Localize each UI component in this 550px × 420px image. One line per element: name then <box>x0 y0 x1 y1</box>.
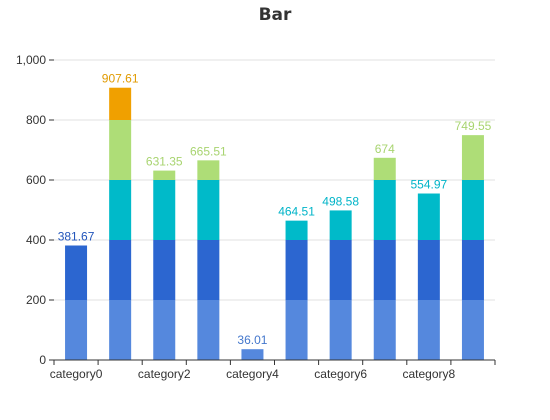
x-tick-label: category4 <box>226 367 279 381</box>
bar-value-label: 554.97 <box>410 178 447 192</box>
bar-segment <box>285 240 308 300</box>
bar-segment <box>197 300 220 360</box>
bar-segment <box>461 240 484 300</box>
chart-title: Bar <box>259 5 292 25</box>
bar-segment <box>65 300 88 360</box>
bar-segment <box>197 180 220 240</box>
bar-segment <box>461 180 484 240</box>
bar-segment <box>241 349 264 360</box>
bar-value-label: 381.67 <box>58 229 95 243</box>
bar-value-label: 498.58 <box>322 194 359 208</box>
x-tick-label: category2 <box>138 367 191 381</box>
y-tick-label: 200 <box>26 293 46 307</box>
bar-segment <box>373 157 396 180</box>
x-tick-label: category6 <box>314 367 367 381</box>
bar-segment <box>417 240 440 300</box>
bar-value-label: 749.55 <box>455 119 492 133</box>
y-tick-label: 400 <box>26 233 46 247</box>
bar-segment <box>373 300 396 360</box>
bar-segment <box>153 240 176 300</box>
bar-value-label: 674 <box>375 142 395 156</box>
data-labels: 381.67 907.61 631.35 665.51 36.01 464.51 498.5… <box>58 72 492 347</box>
bar-segment <box>329 300 352 360</box>
bar-segment <box>461 300 484 360</box>
y-tick-label: 1,000 <box>16 53 46 67</box>
bar-segment <box>329 210 352 240</box>
y-tick-label: 0 <box>39 353 46 367</box>
bars <box>65 87 484 360</box>
bar-value-label: 631.35 <box>146 155 183 169</box>
bar-segment <box>197 160 220 180</box>
y-tick-label: 600 <box>26 173 46 187</box>
bar-segment <box>153 170 176 180</box>
axes: 0 200 400 600 800 1,000 category0 category2 cate… <box>16 53 496 381</box>
bar-segment <box>65 245 88 300</box>
bar-segment <box>109 300 132 360</box>
bar-segment <box>285 220 308 240</box>
bar-segment <box>373 240 396 300</box>
bar-segment <box>417 193 440 240</box>
bar-value-label: 665.51 <box>190 144 227 158</box>
bar-value-label: 36.01 <box>237 333 267 347</box>
bar-segment <box>285 300 308 360</box>
bar-segment <box>417 300 440 360</box>
bar-segment <box>329 240 352 300</box>
bar-segment <box>153 300 176 360</box>
bar-segment <box>197 240 220 300</box>
bar-value-label: 464.51 <box>278 205 315 219</box>
bar-value-label: 907.61 <box>102 72 139 86</box>
x-tick-label: category0 <box>50 367 103 381</box>
bar-segment <box>373 180 396 240</box>
bar-segment <box>153 180 176 240</box>
bar-segment <box>109 180 132 240</box>
bar-segment <box>461 135 484 180</box>
x-tick-label: category8 <box>402 367 455 381</box>
bar-segment <box>109 120 132 180</box>
bar-segment <box>109 240 132 300</box>
y-tick-label: 800 <box>26 113 46 127</box>
bar-segment <box>109 87 132 120</box>
